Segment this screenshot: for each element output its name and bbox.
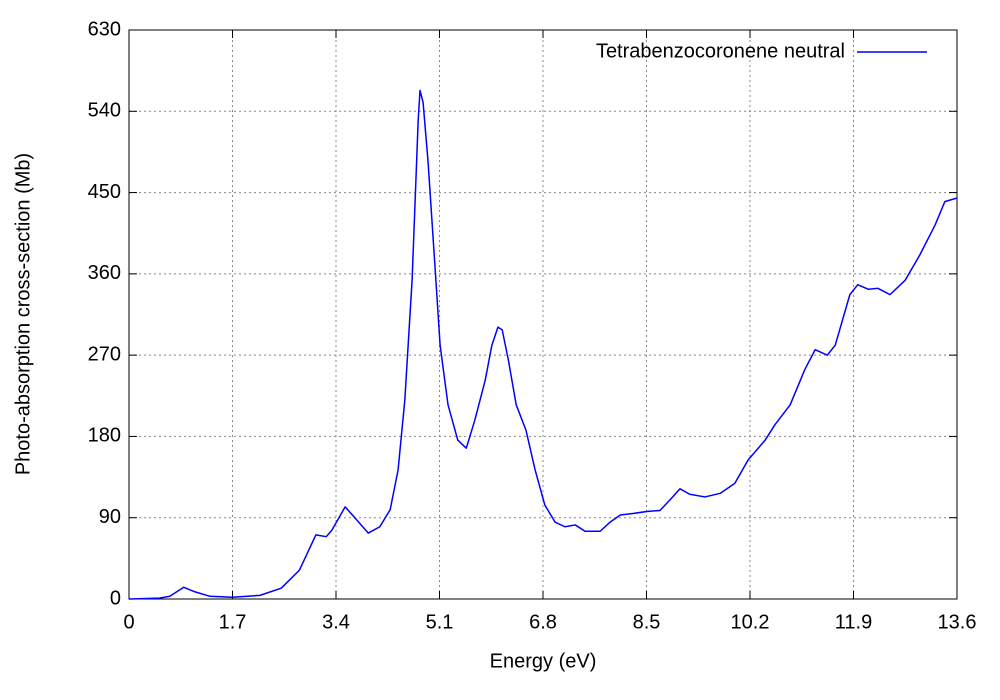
x-tick-label: 6.8	[529, 611, 557, 633]
y-tick-label: 270	[88, 343, 121, 365]
x-tick-label: 3.4	[322, 611, 350, 633]
y-tick-label: 0	[110, 587, 121, 609]
x-tick-label: 0	[123, 611, 134, 633]
x-tick-label: 1.7	[219, 611, 247, 633]
x-tick-label: 10.2	[731, 611, 770, 633]
y-tick-label: 450	[88, 181, 121, 203]
y-tick-label: 90	[99, 506, 121, 528]
y-axis-label: Photo-absorption cross-section (Mb)	[12, 153, 34, 475]
plot-frame	[128, 29, 958, 600]
x-tick-label: 13.6	[938, 611, 977, 633]
y-tick-label: 360	[88, 262, 121, 284]
x-tick-label: 8.5	[633, 611, 661, 633]
y-tick-label: 180	[88, 425, 121, 447]
data-line	[128, 89, 958, 600]
x-tick-label: 11.9	[835, 611, 872, 633]
x-axis-label: Energy (eV)	[490, 650, 597, 672]
x-tick-label: 5.1	[426, 611, 454, 633]
y-tick-label: 630	[88, 18, 121, 40]
y-tick-label: 540	[88, 100, 121, 122]
legend-label: Tetrabenzocoronene neutral	[596, 40, 845, 62]
